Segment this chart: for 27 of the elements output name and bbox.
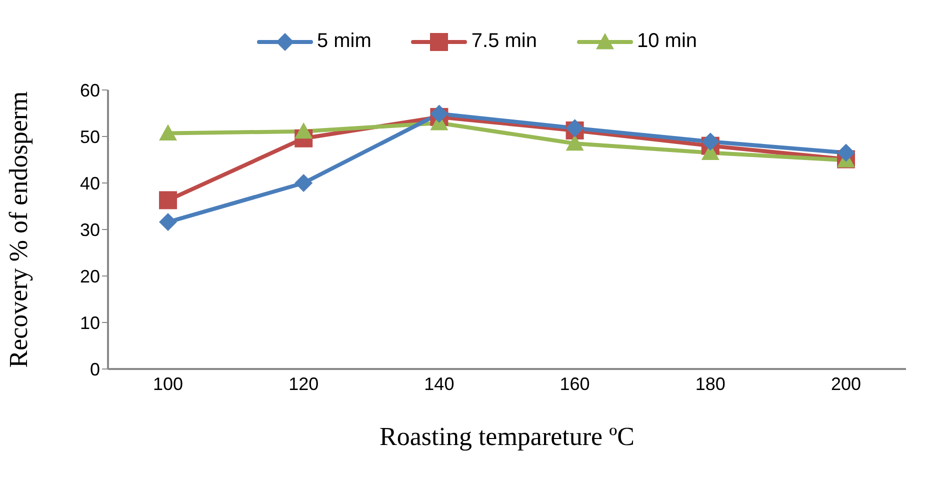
point: [294, 122, 313, 139]
point: [837, 144, 855, 162]
x-axis-title: Roasting tempareture ºC: [380, 422, 634, 451]
y-tick-label: 40: [80, 173, 100, 194]
x-tick-label: 100: [152, 374, 184, 394]
point: [294, 174, 313, 192]
x-tick-label: 180: [695, 374, 726, 394]
point: [159, 191, 177, 210]
legend-label: 10 min: [637, 30, 698, 53]
y-tick-label: 0: [90, 359, 100, 380]
legend-label: 5 mim: [316, 30, 372, 53]
point: [430, 104, 448, 123]
y-tick-label: 20: [80, 266, 100, 286]
y-tick-label: 50: [80, 126, 100, 147]
point: [159, 124, 177, 140]
legend-label: 7.5 min: [471, 30, 537, 53]
y-tick-label: 30: [80, 220, 100, 240]
point: [159, 213, 177, 232]
y-axis-title: Recovery % of endosperm: [4, 91, 34, 368]
x-tick-label: 140: [424, 374, 454, 394]
point: [566, 134, 584, 151]
x-tick-label: 120: [288, 374, 319, 394]
point: [701, 132, 720, 151]
y-tick-label: 60: [80, 80, 100, 100]
x-tick-label: 200: [830, 374, 862, 394]
y-tick-label: 10: [80, 312, 100, 333]
x-tick-label: 160: [560, 374, 590, 394]
